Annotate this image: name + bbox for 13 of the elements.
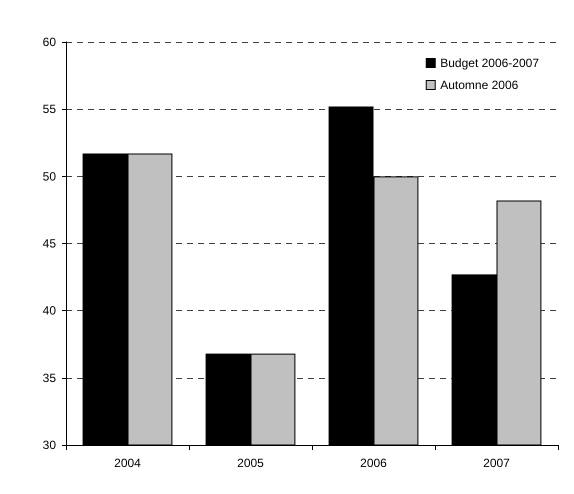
x-tick-label: 2004 (114, 456, 142, 470)
y-tick-label: 50 (42, 169, 56, 184)
legend-label: Budget 2006-2007 (440, 56, 540, 70)
x-tick-label: 2005 (237, 456, 264, 470)
legend-label: Automne 2006 (440, 78, 519, 92)
y-tick-label: 30 (42, 438, 56, 452)
x-tick-label: 2006 (360, 456, 388, 470)
x-tick-label: 2007 (483, 456, 510, 470)
y-tick-label: 35 (42, 370, 56, 385)
y-tick-label: 40 (42, 304, 56, 318)
y-tick-label: 60 (42, 35, 56, 49)
y-tick-label: 45 (42, 236, 56, 250)
y-tick-label: 55 (42, 102, 56, 116)
